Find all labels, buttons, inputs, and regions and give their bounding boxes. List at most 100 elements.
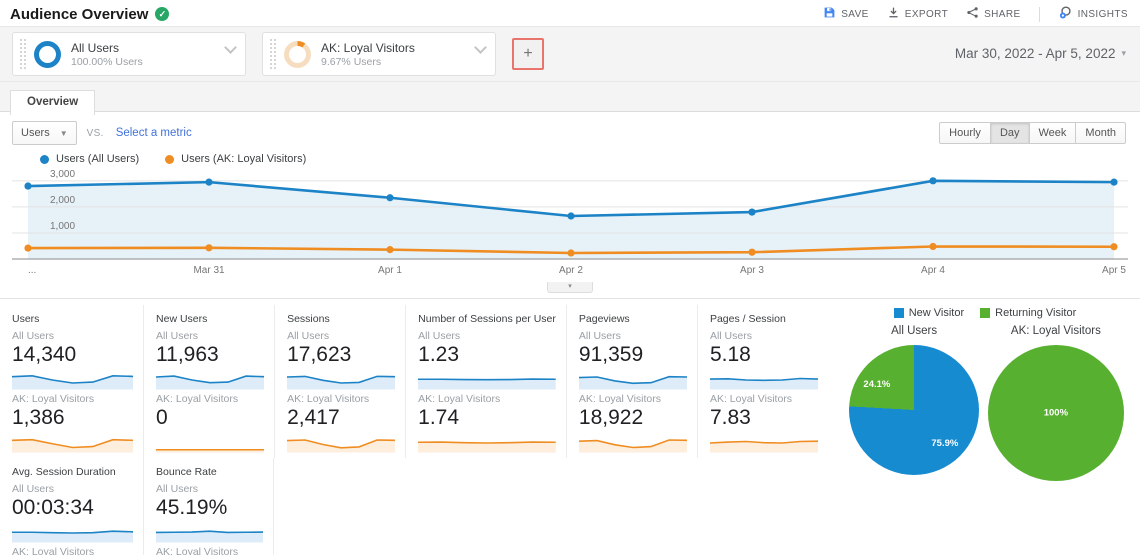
metric-title: Bounce Rate bbox=[156, 466, 217, 478]
svg-text:Apr 1: Apr 1 bbox=[378, 265, 402, 276]
metric-segment-label: AK: Loyal Visitors bbox=[418, 393, 501, 405]
metric-all-users-value: 45.19% bbox=[156, 496, 228, 519]
granularity-hourly[interactable]: Hourly bbox=[939, 122, 991, 144]
metric-all-users-value: 91,359 bbox=[578, 343, 644, 366]
metric-select-dropdown[interactable]: Users ▼ bbox=[12, 121, 77, 145]
sparkline-chart bbox=[418, 433, 556, 453]
pie-title: AK: Loyal Visitors bbox=[1010, 325, 1101, 337]
chevron-down-icon[interactable] bbox=[474, 41, 487, 54]
timeseries-svg: 1,000 2,000 3,000... Mar 31 Apr 1 Apr 2 Apr 3 A… bbox=[12, 169, 1128, 276]
toolbar-divider bbox=[1038, 6, 1040, 22]
metrics-grid: Users All Users 14,340 AK: Loyal Visitors 1,… bbox=[12, 305, 828, 555]
pie-legend-item: New Visitor bbox=[893, 307, 965, 319]
pie-chart: 100% bbox=[987, 345, 1124, 481]
svg-text:Apr 4: Apr 4 bbox=[921, 265, 945, 276]
metric-all-users-label: All Users bbox=[418, 330, 461, 342]
share-icon bbox=[966, 6, 979, 22]
pie-legend-label: Returning Visitor bbox=[995, 307, 1077, 319]
pie-slice-label: 100% bbox=[1043, 407, 1069, 419]
metric-title: Avg. Session Duration bbox=[12, 466, 116, 478]
pie-legend-label: New Visitor bbox=[908, 307, 965, 319]
metric-segment-label: AK: Loyal Visitors bbox=[156, 393, 239, 405]
metric-all-users-label: All Users bbox=[709, 330, 752, 342]
granularity-buttons: Hourly Day Week Month bbox=[939, 122, 1126, 144]
svg-text:Apr 3: Apr 3 bbox=[740, 265, 764, 276]
top-toolbar: Audience Overview ✓ SAVE EXPORT SHARE INSIG… bbox=[0, 0, 1140, 26]
metric-title: Pages / Session bbox=[709, 313, 786, 325]
pie-title: All Users bbox=[891, 325, 938, 337]
legend-dot-icon bbox=[165, 154, 175, 164]
insights-icon bbox=[1058, 5, 1073, 23]
metric-segment-label: AK: Loyal Visitors bbox=[12, 546, 95, 555]
sparkline-chart bbox=[156, 523, 264, 543]
legend-item: Users (All Users) bbox=[40, 153, 139, 165]
export-icon bbox=[887, 6, 900, 22]
metric-segment-value: 1.74 bbox=[418, 406, 460, 429]
legend-swatch-icon bbox=[893, 308, 904, 318]
insights-button[interactable]: INSIGHTS bbox=[1058, 5, 1128, 23]
metric-title: Users bbox=[12, 313, 40, 325]
sparkline-chart bbox=[12, 370, 134, 390]
legend-item: Users (AK: Loyal Visitors) bbox=[165, 153, 306, 165]
export-button[interactable]: EXPORT bbox=[887, 6, 948, 22]
metric-card: Bounce Rate All Users 45.19% AK: Loyal Visi… bbox=[143, 458, 275, 555]
date-range-selector[interactable]: Mar 30, 2022 - Apr 5, 2022 ▾ bbox=[955, 46, 1126, 63]
svg-text:3,000: 3,000 bbox=[50, 169, 75, 180]
metric-all-users-value: 1.23 bbox=[418, 343, 460, 366]
segment-donut-icon bbox=[34, 40, 61, 68]
metric-all-users-label: All Users bbox=[156, 483, 199, 495]
metric-segment-value: 0 bbox=[156, 406, 168, 429]
metric-card: Sessions All Users 17,623 AK: Loyal Visitor… bbox=[274, 305, 405, 458]
chart-controls-row: Users ▼ VS. Select a metric Hourly Day Wee… bbox=[0, 112, 1140, 149]
share-button[interactable]: SHARE bbox=[966, 6, 1020, 22]
metric-all-users-value: 5.18 bbox=[709, 343, 751, 366]
segment-name: AK: Loyal Visitors bbox=[321, 40, 415, 55]
timeseries-chart: 1,000 2,000 3,000... Mar 31 Apr 1 Apr 2 Apr 3 A… bbox=[12, 167, 1128, 293]
pie-slice-label: 75.9% bbox=[931, 438, 959, 449]
segment-chip-all-users[interactable]: All Users 100.00% Users bbox=[12, 32, 246, 76]
tab-overview[interactable]: Overview bbox=[10, 90, 96, 115]
status-check-icon: ✓ bbox=[155, 7, 170, 21]
segment-detail: 100.00% Users bbox=[71, 55, 143, 68]
granularity-month[interactable]: Month bbox=[1075, 122, 1126, 144]
metric-card: New Users All Users 11,963 AK: Loyal Visito… bbox=[143, 305, 274, 458]
metric-card: Pageviews All Users 91,359 AK: Loyal Visito… bbox=[565, 305, 697, 458]
page-title: Audience Overview bbox=[10, 5, 149, 23]
pie-chart: 75.9% 24.1% bbox=[849, 345, 980, 475]
segment-chip-segment[interactable]: AK: Loyal Visitors 9.67% Users bbox=[262, 32, 496, 76]
segment-detail: 9.67% Users bbox=[321, 55, 382, 68]
donut-hole bbox=[39, 45, 56, 63]
segment-band: All Users 100.00% Users AK: Loyal Visitors… bbox=[0, 26, 1140, 82]
svg-text:...: ... bbox=[28, 265, 36, 276]
legend-label: Users (AK: Loyal Visitors) bbox=[181, 153, 307, 165]
save-button[interactable]: SAVE bbox=[823, 6, 869, 22]
pie-legend-item: Returning Visitor bbox=[980, 307, 1076, 319]
sparkline-chart bbox=[12, 523, 134, 543]
metric-segment-label: AK: Loyal Visitors bbox=[12, 393, 95, 405]
sparkline-chart bbox=[709, 433, 818, 453]
metric-all-users-value: 11,963 bbox=[156, 343, 219, 366]
report-tabbar: Overview bbox=[0, 82, 1140, 115]
svg-text:1,000: 1,000 bbox=[50, 221, 75, 232]
metric-select-value: Users bbox=[21, 127, 50, 139]
metric-segment-value: 2,417 bbox=[287, 406, 340, 429]
drag-handle-icon[interactable] bbox=[269, 38, 276, 70]
select-metric-link[interactable]: Select a metric bbox=[115, 127, 192, 139]
caret-down-icon: ▼ bbox=[59, 128, 68, 138]
granularity-day[interactable]: Day bbox=[989, 122, 1030, 144]
sparkline-chart bbox=[156, 370, 265, 390]
segment-name: All Users bbox=[71, 40, 120, 55]
chevron-down-icon[interactable] bbox=[224, 41, 237, 54]
granularity-week[interactable]: Week bbox=[1028, 122, 1077, 144]
add-segment-button[interactable]: + bbox=[512, 38, 544, 70]
svg-text:Apr 2: Apr 2 bbox=[559, 265, 583, 276]
sparkline-chart bbox=[578, 433, 687, 453]
metric-segment-label: AK: Loyal Visitors bbox=[578, 393, 661, 405]
metric-segment-label: AK: Loyal Visitors bbox=[156, 546, 239, 555]
pie-slice-label: 24.1% bbox=[863, 378, 891, 390]
svg-text:Apr 5: Apr 5 bbox=[1102, 265, 1126, 276]
toolbar-action-label: SHARE bbox=[984, 8, 1021, 20]
chart-expand-tab[interactable]: ▾ bbox=[547, 282, 593, 293]
drag-handle-icon[interactable] bbox=[19, 38, 26, 70]
pie-figure: All Users 75.9% 24.1% bbox=[846, 325, 982, 481]
